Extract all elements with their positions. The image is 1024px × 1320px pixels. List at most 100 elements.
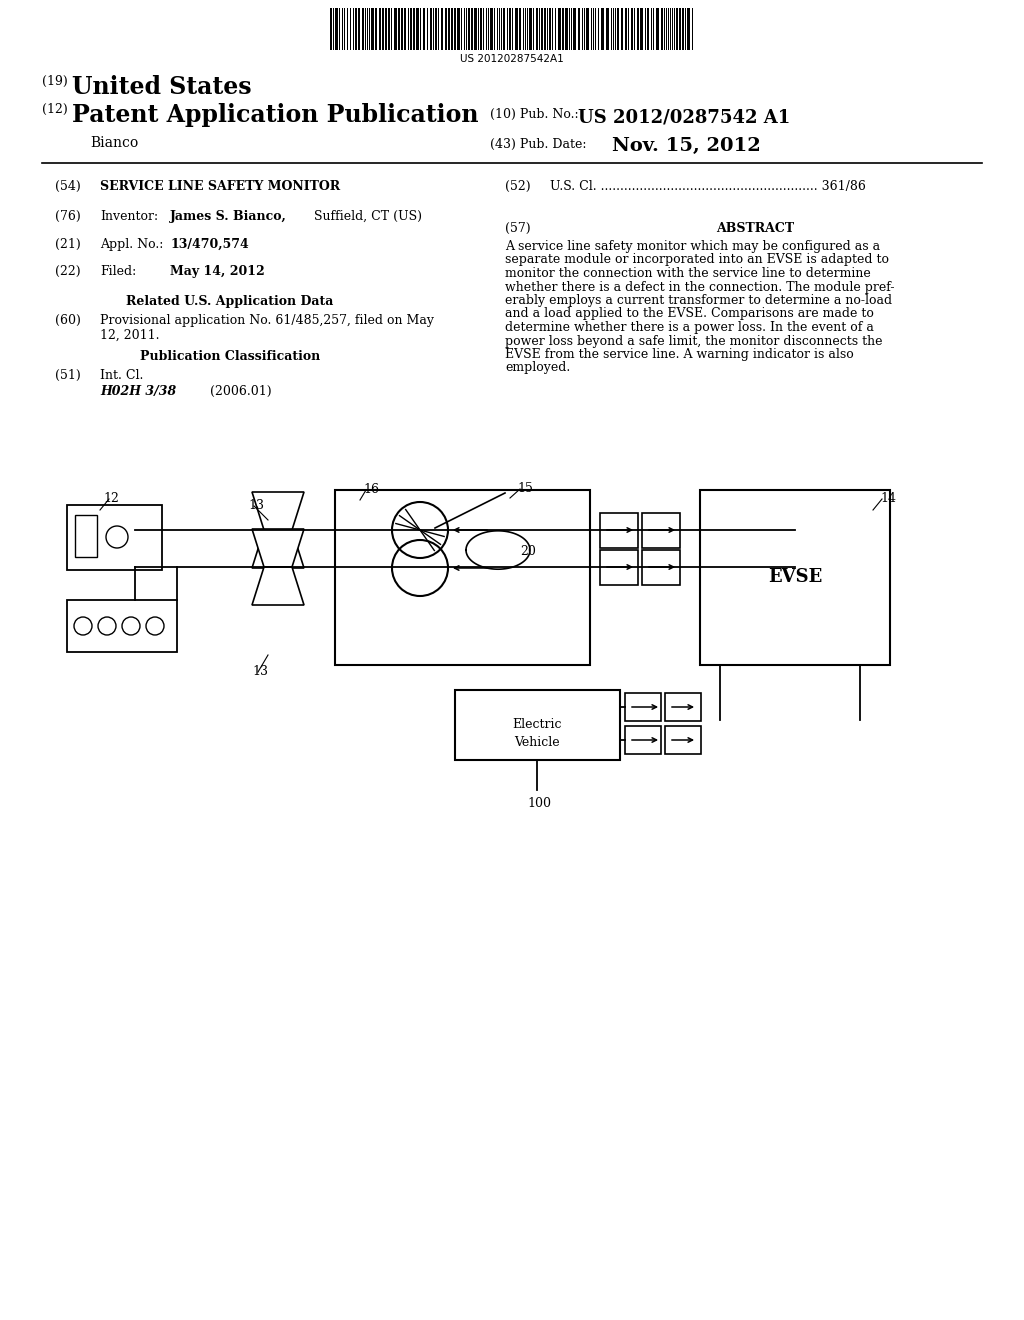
Text: monitor the connection with the service line to determine: monitor the connection with the service …	[505, 267, 870, 280]
Text: Related U.S. Application Data: Related U.S. Application Data	[126, 294, 334, 308]
Bar	[454, 8, 456, 50]
Bar	[375, 8, 377, 50]
Text: (57): (57)	[505, 222, 530, 235]
Bar	[631, 8, 633, 50]
Bar	[600, 513, 638, 548]
Text: United States: United States	[72, 75, 252, 99]
Bar	[503, 8, 505, 50]
Bar	[679, 8, 681, 50]
Bar	[394, 8, 397, 50]
Bar	[335, 8, 338, 50]
Polygon shape	[252, 531, 304, 568]
Bar	[600, 550, 638, 585]
Bar	[536, 8, 538, 50]
Bar	[355, 8, 357, 50]
Bar	[416, 8, 419, 50]
Bar	[404, 8, 406, 50]
Text: 12: 12	[103, 492, 119, 506]
Text: 14: 14	[880, 492, 896, 506]
Bar	[509, 8, 511, 50]
Bar	[665, 693, 701, 721]
Bar	[388, 8, 390, 50]
Text: 13: 13	[248, 499, 264, 512]
Text: (60): (60)	[55, 314, 81, 327]
Text: U.S. Cl. ........................................................ 361/86: U.S. Cl. ...............................…	[550, 180, 866, 193]
Bar	[642, 513, 680, 548]
Bar	[330, 8, 332, 50]
Text: employed.: employed.	[505, 362, 570, 375]
Bar	[335, 490, 590, 665]
Text: (19): (19)	[42, 75, 68, 88]
Text: EVSE from the service line. A warning indicator is also: EVSE from the service line. A warning in…	[505, 348, 854, 360]
Bar	[480, 8, 482, 50]
Bar	[578, 8, 580, 50]
Text: 15: 15	[517, 482, 532, 495]
Bar	[410, 8, 412, 50]
Polygon shape	[252, 568, 304, 605]
Text: May 14, 2012: May 14, 2012	[170, 265, 265, 279]
Bar	[676, 8, 678, 50]
Text: ABSTRACT: ABSTRACT	[716, 222, 794, 235]
Text: 16: 16	[362, 483, 379, 496]
Bar	[423, 8, 425, 50]
Text: Patent Application Publication: Patent Application Publication	[72, 103, 478, 127]
Bar	[573, 8, 575, 50]
Bar	[647, 8, 649, 50]
Bar	[642, 550, 680, 585]
Text: (76): (76)	[55, 210, 81, 223]
Bar	[519, 8, 521, 50]
Bar	[75, 515, 97, 557]
Bar	[621, 8, 623, 50]
Text: (52): (52)	[505, 180, 530, 193]
Bar	[67, 601, 177, 652]
Text: Electric: Electric	[512, 718, 562, 731]
Text: Suffield, CT (US): Suffield, CT (US)	[310, 210, 422, 223]
Text: Inventor:: Inventor:	[100, 210, 158, 223]
Bar	[640, 8, 643, 50]
Bar	[558, 8, 561, 50]
Text: erably employs a current transformer to determine a no-load: erably employs a current transformer to …	[505, 294, 892, 308]
Text: EVSE: EVSE	[768, 568, 822, 586]
Bar	[362, 8, 364, 50]
Text: Int. Cl.: Int. Cl.	[100, 370, 143, 381]
Bar	[457, 8, 460, 50]
Bar	[586, 8, 589, 50]
Bar	[617, 8, 618, 50]
Bar	[455, 690, 620, 760]
Bar	[445, 8, 447, 50]
Bar	[625, 693, 662, 721]
Bar	[662, 8, 663, 50]
Text: Appl. No.:: Appl. No.:	[100, 238, 164, 251]
Bar	[474, 8, 477, 50]
Bar	[401, 8, 403, 50]
Text: H02H 3/38: H02H 3/38	[100, 385, 176, 399]
Polygon shape	[252, 492, 304, 531]
Bar	[358, 8, 360, 50]
Text: Provisional application No. 61/485,257, filed on May: Provisional application No. 61/485,257, …	[100, 314, 434, 327]
Bar	[449, 8, 450, 50]
Text: 13/470,574: 13/470,574	[170, 238, 249, 251]
Text: whether there is a defect in the connection. The module pref-: whether there is a defect in the connect…	[505, 281, 895, 293]
Bar	[471, 8, 473, 50]
Bar	[382, 8, 384, 50]
Bar	[435, 8, 437, 50]
Text: 100: 100	[527, 797, 551, 810]
Text: (12): (12)	[42, 103, 68, 116]
Bar	[385, 8, 387, 50]
Text: Vehicle: Vehicle	[514, 735, 560, 748]
Bar	[490, 8, 493, 50]
Bar	[451, 8, 453, 50]
Text: US 2012/0287542 A1: US 2012/0287542 A1	[578, 108, 791, 125]
Bar	[544, 8, 546, 50]
Bar	[441, 8, 443, 50]
Polygon shape	[252, 529, 304, 568]
Text: US 20120287542A1: US 20120287542A1	[460, 54, 564, 63]
Bar	[606, 8, 609, 50]
Text: (21): (21)	[55, 238, 81, 251]
Bar	[67, 506, 162, 570]
Text: 20: 20	[520, 545, 536, 558]
Text: Filed:: Filed:	[100, 265, 136, 279]
Bar	[468, 8, 470, 50]
Bar	[529, 8, 532, 50]
Text: (43) Pub. Date:: (43) Pub. Date:	[490, 139, 587, 150]
